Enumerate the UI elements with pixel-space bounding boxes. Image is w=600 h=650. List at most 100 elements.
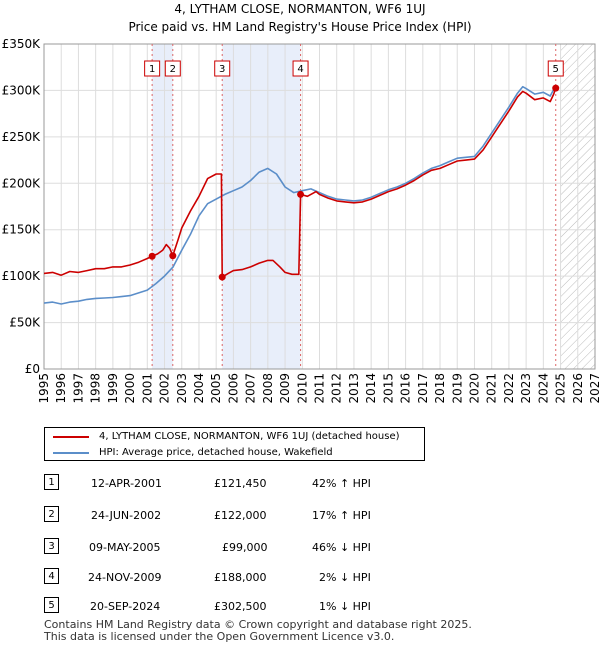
shaded-period-1 bbox=[152, 44, 173, 369]
x-tick-label: 2008 bbox=[261, 373, 275, 404]
row-number-badge: 5 bbox=[44, 597, 59, 613]
series-group bbox=[44, 85, 557, 305]
y-tick-label: £150K bbox=[2, 223, 42, 237]
table-row: 5 20-SEP-2024 £302,500 1% ↓ HPI bbox=[0, 597, 600, 617]
row-hpi: 17% ↑ HPI bbox=[312, 509, 371, 522]
x-tick-label: 2010 bbox=[295, 373, 309, 404]
x-tick-label: 2020 bbox=[467, 373, 481, 404]
marker-label-box-4 bbox=[292, 60, 309, 77]
x-tick-label: 2009 bbox=[278, 373, 292, 404]
marker-label-1: 1 bbox=[149, 64, 155, 75]
legend-entry-hpi: HPI: Average price, detached house, Wake… bbox=[53, 447, 333, 458]
x-tick-label: 2015 bbox=[381, 373, 395, 404]
row-price: £188,000 bbox=[214, 571, 267, 584]
x-tick-label: 2016 bbox=[399, 373, 413, 404]
marker-label-box-1 bbox=[144, 60, 161, 77]
row-hpi: 46% ↓ HPI bbox=[312, 541, 371, 554]
x-tick-label: 2005 bbox=[209, 373, 223, 404]
x-tick-label: 1997 bbox=[71, 373, 85, 404]
x-tick-label: 1996 bbox=[54, 373, 68, 404]
row-date: 20-SEP-2024 bbox=[90, 600, 161, 613]
y-tick-label: £100K bbox=[2, 269, 42, 283]
row-number-badge: 4 bbox=[44, 568, 59, 584]
x-tick-label: 2013 bbox=[347, 373, 361, 404]
x-tick-label: 2001 bbox=[140, 373, 154, 404]
x-tick-label: 2027 bbox=[588, 373, 600, 404]
row-date: 12-APR-2001 bbox=[91, 477, 163, 490]
sale-point-3 bbox=[218, 273, 226, 281]
row-number-badge: 3 bbox=[44, 538, 59, 554]
y-tick-label: £200K bbox=[2, 176, 42, 190]
sale-point-4 bbox=[297, 190, 305, 198]
legend-hpi-swatch bbox=[53, 451, 89, 454]
x-tick-label: 2026 bbox=[571, 373, 585, 404]
y-tick-label: £300K bbox=[2, 83, 42, 97]
row-hpi: 2% ↓ HPI bbox=[319, 571, 371, 584]
x-tick-label: 2004 bbox=[192, 373, 206, 404]
hpi-series-line bbox=[44, 85, 557, 305]
table-row: 4 24-NOV-2009 £188,000 2% ↓ HPI bbox=[0, 568, 600, 588]
row-date: 09-MAY-2005 bbox=[89, 541, 161, 554]
x-tick-label: 2011 bbox=[313, 373, 327, 404]
x-tick-label: 1995 bbox=[37, 373, 51, 404]
table-row: 2 24-JUN-2002 £122,000 17% ↑ HPI bbox=[0, 506, 600, 526]
marker-label-box-3 bbox=[214, 60, 231, 77]
sale-point-2 bbox=[169, 252, 177, 260]
row-date: 24-NOV-2009 bbox=[88, 571, 162, 584]
x-tick-label: 1998 bbox=[89, 373, 103, 404]
marker-label-3: 3 bbox=[219, 64, 225, 75]
legend-entry-property: 4, LYTHAM CLOSE, NORMANTON, WF6 1UJ (det… bbox=[53, 431, 400, 442]
row-price: £121,450 bbox=[214, 477, 267, 490]
x-tick-label: 2021 bbox=[485, 373, 499, 404]
x-tick-label: 2006 bbox=[226, 373, 240, 404]
legend: 4, LYTHAM CLOSE, NORMANTON, WF6 1UJ (det… bbox=[44, 427, 425, 461]
row-price: £302,500 bbox=[214, 600, 267, 613]
marker-label-4: 4 bbox=[297, 64, 303, 75]
table-row: 1 12-APR-2001 £121,450 42% ↑ HPI bbox=[0, 474, 600, 494]
row-number-badge: 1 bbox=[44, 474, 59, 490]
x-tick-label: 2024 bbox=[536, 373, 550, 404]
x-tick-label: 2025 bbox=[554, 373, 568, 404]
property-series-line bbox=[44, 87, 557, 278]
legend-property-swatch bbox=[53, 435, 89, 438]
x-tick-label: 2012 bbox=[330, 373, 344, 404]
sale-point-5 bbox=[552, 84, 560, 92]
chart-subtitle: Price paid vs. HM Land Registry's House … bbox=[128, 20, 471, 34]
marker-label-5: 5 bbox=[553, 64, 559, 75]
y-tick-label: £50K bbox=[9, 316, 41, 330]
row-price: £99,000 bbox=[222, 541, 268, 554]
x-tick-label: 1999 bbox=[106, 373, 120, 404]
price-chart: 4, LYTHAM CLOSE, NORMANTON, WF6 1UJ Pric… bbox=[2, 2, 600, 404]
row-price: £122,000 bbox=[214, 509, 267, 522]
plot-frame bbox=[43, 43, 596, 370]
table-row: 3 09-MAY-2005 £99,000 46% ↓ HPI bbox=[0, 538, 600, 558]
legend-property-label: 4, LYTHAM CLOSE, NORMANTON, WF6 1UJ (det… bbox=[99, 431, 400, 442]
sale-point-1 bbox=[148, 252, 156, 260]
x-tick-label: 2019 bbox=[450, 373, 464, 404]
x-tick-label: 2014 bbox=[364, 373, 378, 404]
legend-hpi-label: HPI: Average price, detached house, Wake… bbox=[99, 447, 333, 458]
x-tick-label: 2000 bbox=[123, 373, 137, 404]
marker-label-2: 2 bbox=[170, 64, 176, 75]
row-hpi: 1% ↓ HPI bbox=[319, 600, 371, 613]
y-tick-label: £250K bbox=[2, 130, 42, 144]
x-tick-label: 2018 bbox=[433, 373, 447, 404]
footer-attribution: Contains HM Land Registry data © Crown c… bbox=[44, 619, 472, 643]
x-tick-label: 2003 bbox=[175, 373, 189, 404]
x-tick-label: 2023 bbox=[519, 373, 533, 404]
row-hpi: 42% ↑ HPI bbox=[312, 477, 371, 490]
x-tick-label: 2002 bbox=[158, 373, 172, 404]
x-tick-label: 2007 bbox=[244, 373, 258, 404]
row-number-badge: 2 bbox=[44, 506, 59, 522]
chart-title: 4, LYTHAM CLOSE, NORMANTON, WF6 1UJ bbox=[174, 2, 425, 16]
marker-label-box-5 bbox=[547, 60, 564, 77]
shaded-period-2 bbox=[222, 44, 301, 369]
y-tick-label: £350K bbox=[2, 37, 42, 51]
x-tick-label: 2022 bbox=[502, 373, 516, 404]
row-date: 24-JUN-2002 bbox=[91, 509, 162, 522]
x-tick-label: 2017 bbox=[416, 373, 430, 404]
footer-line-2: This data is licensed under the Open Gov… bbox=[44, 630, 395, 643]
marker-label-box-2 bbox=[164, 60, 181, 77]
y-tick-label: £0 bbox=[25, 362, 40, 376]
footer-line-1: Contains HM Land Registry data © Crown c… bbox=[44, 618, 472, 631]
